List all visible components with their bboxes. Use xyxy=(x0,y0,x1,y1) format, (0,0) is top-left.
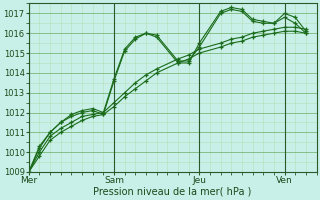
X-axis label: Pression niveau de la mer( hPa ): Pression niveau de la mer( hPa ) xyxy=(93,187,252,197)
